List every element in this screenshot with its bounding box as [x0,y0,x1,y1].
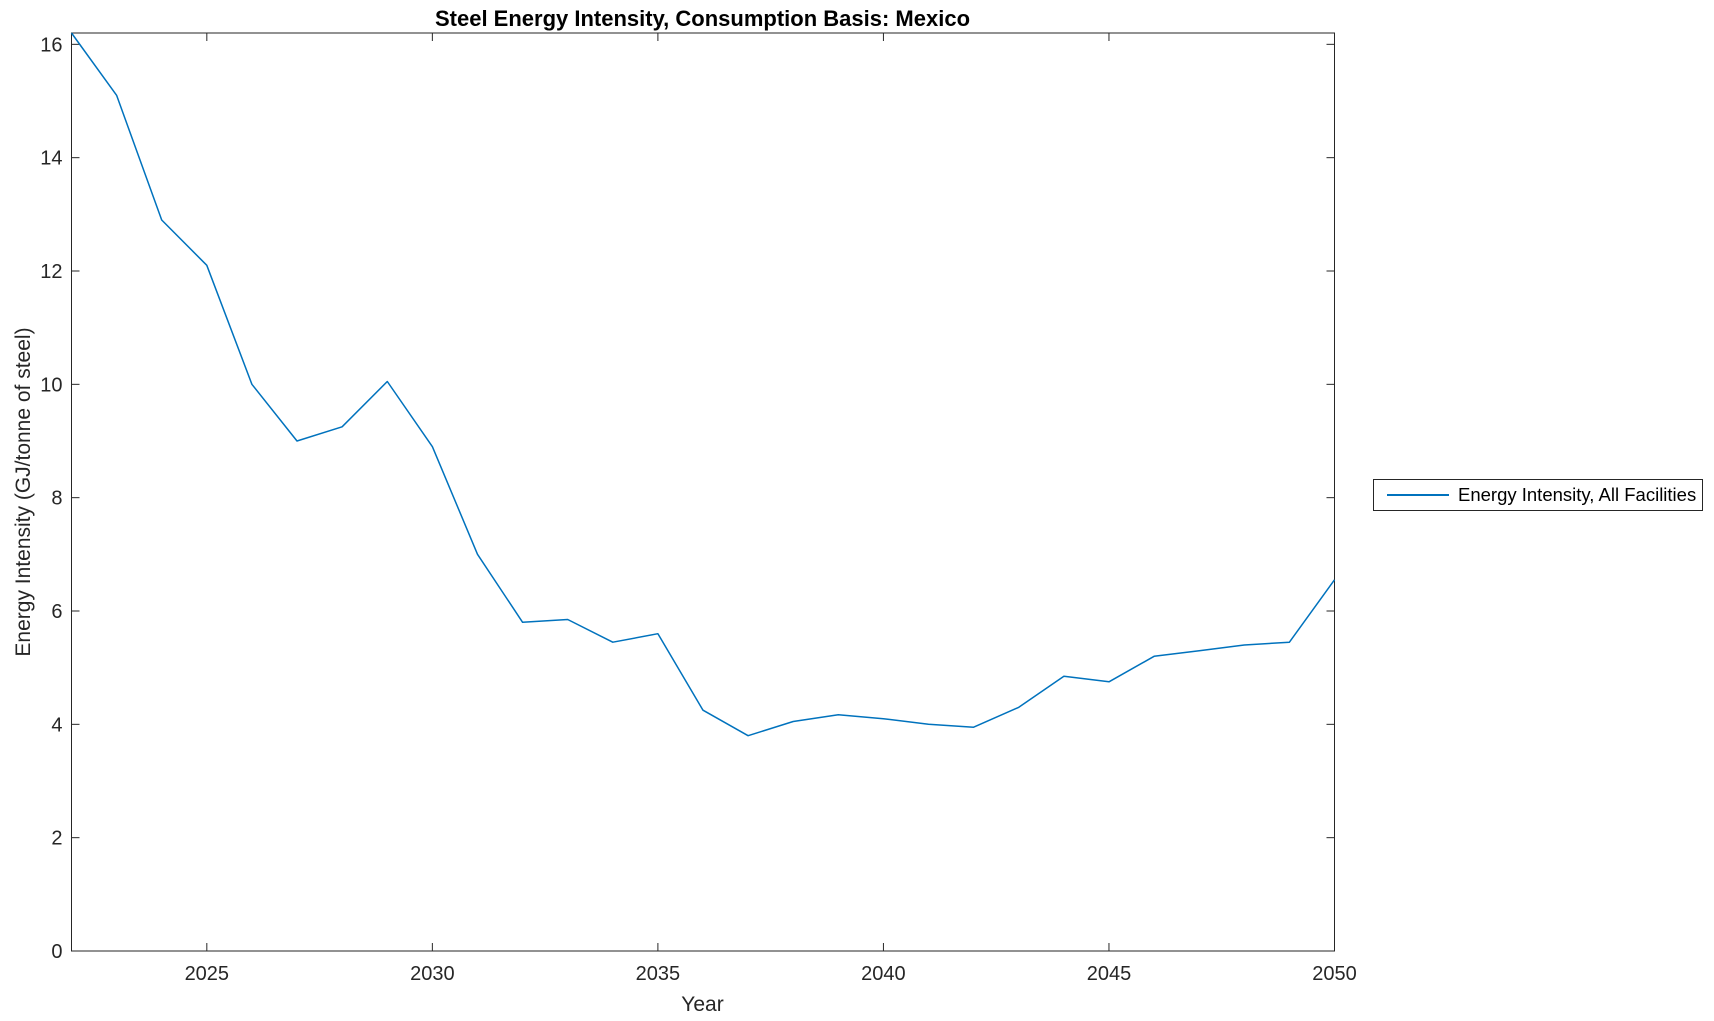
y-tick-label: 2 [51,828,62,850]
legend: Energy Intensity, All Facilities [1373,479,1703,511]
y-tick-label: 14 [40,148,62,170]
x-tick-label: 2045 [1087,963,1132,985]
x-tick-label: 2025 [185,963,230,985]
y-tick-label: 12 [40,261,62,283]
y-tick-label: 8 [51,488,62,510]
y-tick-label: 16 [40,34,62,56]
y-axis-label: Energy Intensity (GJ/tonne of steel) [12,327,35,657]
x-tick-label: 2030 [410,963,455,985]
x-axis-label: Year [681,993,724,1016]
x-tick-label: 2050 [1312,963,1357,985]
x-tick-label: 2040 [861,963,906,985]
legend-line-sample [1387,494,1449,496]
y-tick-label: 0 [51,941,62,963]
x-tick-label: 2035 [636,963,681,985]
energy-intensity-line [70,32,1336,737]
y-tick-label: 4 [51,714,62,736]
legend-entry-label: Energy Intensity, All Facilities [1458,484,1697,505]
y-tick-label: 10 [40,374,62,396]
axes-box [71,32,1335,952]
chart-title: Steel Energy Intensity, Consumption Basi… [434,6,971,31]
y-tick-label: 6 [51,601,62,623]
